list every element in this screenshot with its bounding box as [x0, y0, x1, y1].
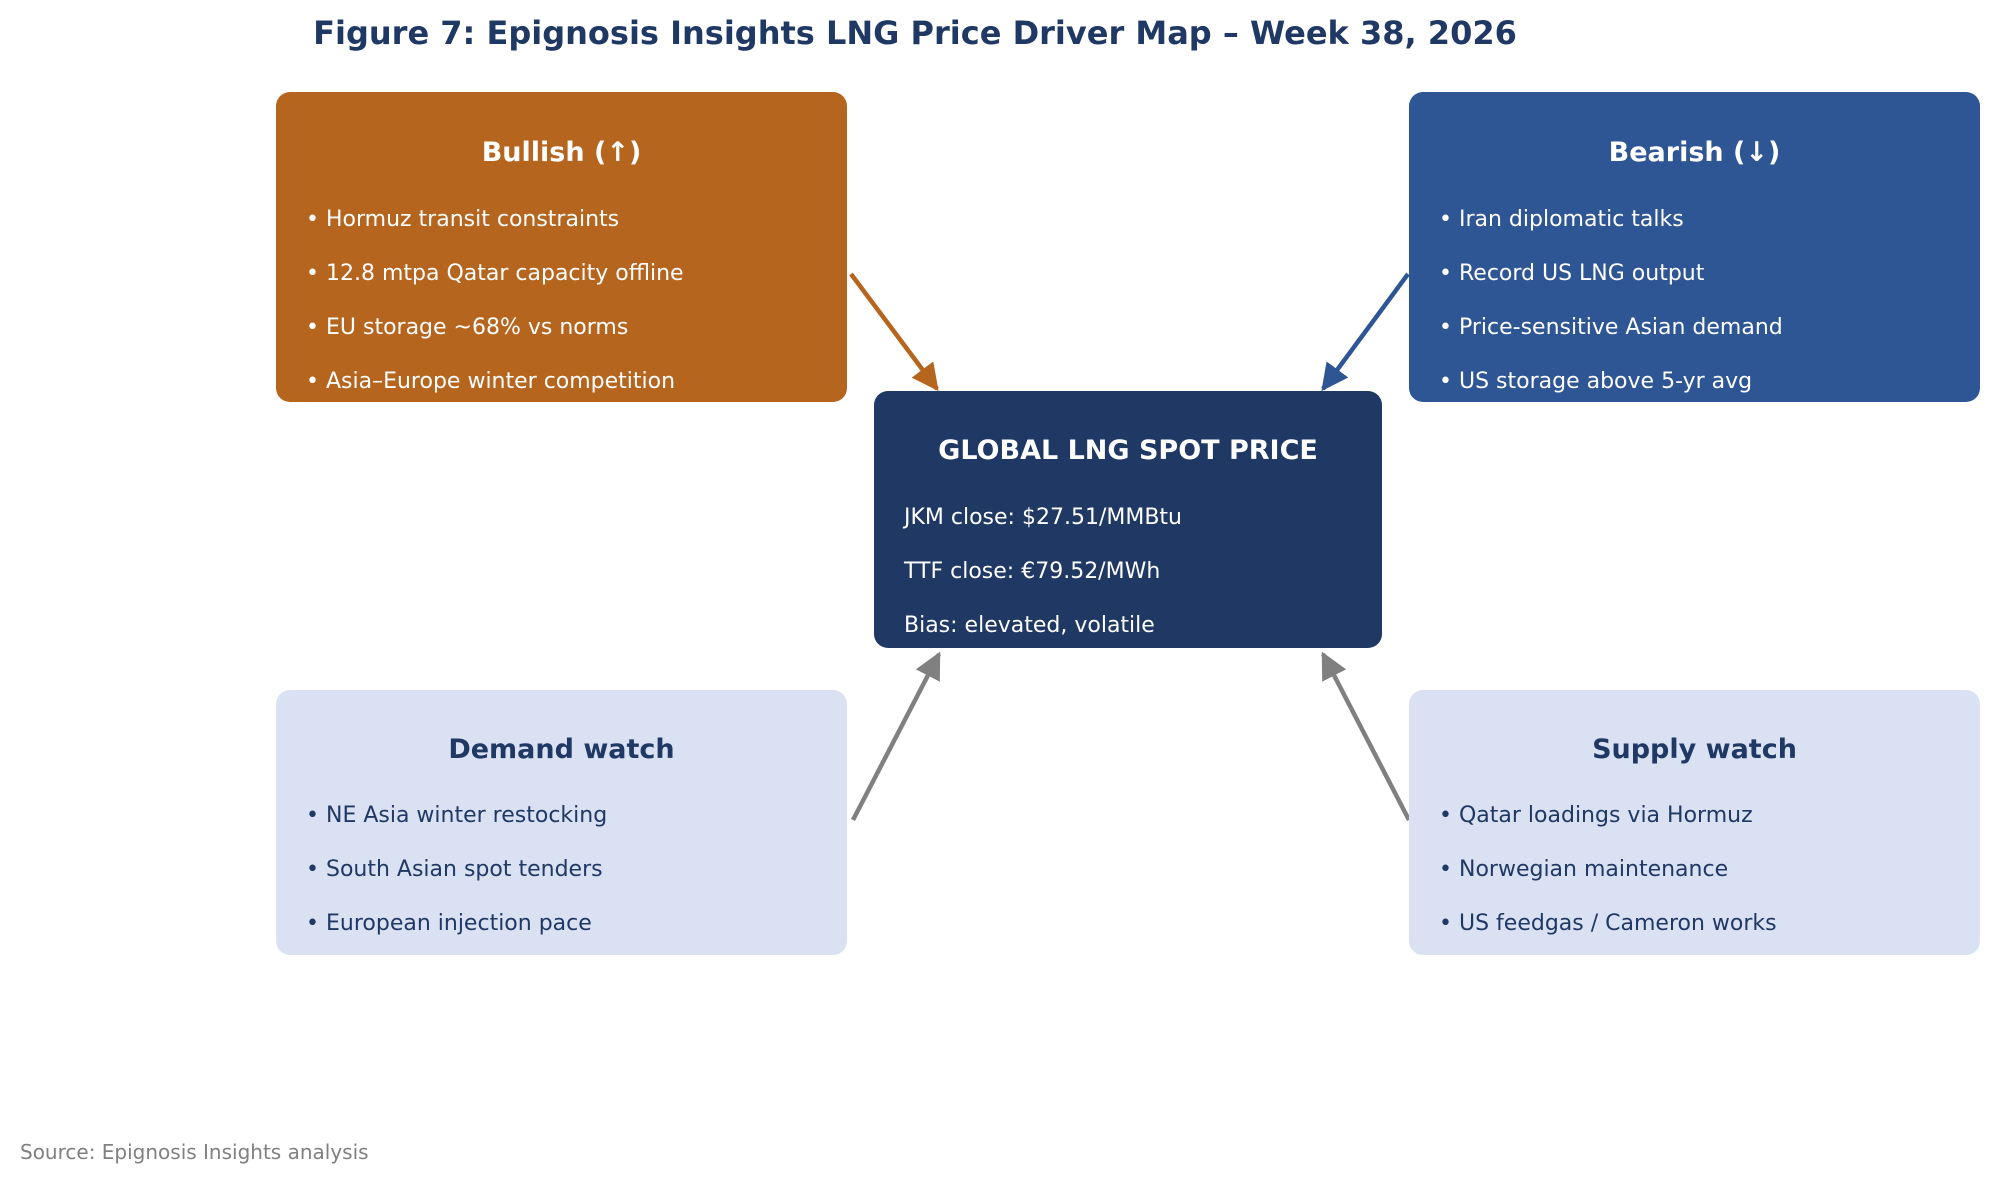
list-item: NE Asia winter restocking: [306, 789, 817, 843]
bearish-title: Bearish (↓): [1608, 137, 1781, 168]
source-note: Source: Epignosis Insights analysis: [20, 1140, 369, 1164]
list-item: US feedgas / Cameron works: [1439, 897, 1950, 951]
supply-watch-box: Supply watch Qatar loadings via Hormuz N…: [1409, 690, 1980, 955]
demand-watch-box: Demand watch NE Asia winter restocking S…: [276, 690, 847, 955]
list-item: South Asian spot tenders: [306, 843, 817, 897]
demand-list: NE Asia winter restocking South Asian sp…: [306, 789, 817, 951]
global-price-box: GLOBAL LNG SPOT PRICE JKM close: $27.51/…: [874, 391, 1382, 648]
list-item: Record US LNG output: [1439, 247, 1950, 301]
ttf-close: TTF close: €79.52/MWh: [904, 559, 1161, 584]
supply-list: Qatar loadings via Hormuz Norwegian main…: [1439, 789, 1950, 951]
list-item: Hormuz transit constraints: [306, 193, 817, 247]
figure-title: Figure 7: Epignosis Insights LNG Price D…: [313, 14, 1517, 52]
bullish-arrow: [849, 272, 939, 392]
list-item: EU storage ~68% vs norms: [306, 301, 817, 355]
list-item: Price-sensitive Asian demand: [1439, 301, 1950, 355]
global-price-title: GLOBAL LNG SPOT PRICE: [938, 435, 1318, 466]
bullish-drivers-box: Bullish (↑) Hormuz transit constraints 1…: [276, 92, 847, 402]
list-item: Asia–Europe winter competition: [306, 355, 817, 409]
bullish-title: Bullish (↑): [481, 137, 642, 168]
bearish-list: Iran diplomatic talks Record US LNG outp…: [1439, 193, 1950, 409]
list-item: US storage above 5-yr avg: [1439, 355, 1950, 409]
bearish-arrow: [1321, 272, 1410, 392]
demand-arrow: [851, 651, 941, 822]
supply-arrow: [1321, 651, 1411, 822]
list-item: European injection pace: [306, 897, 817, 951]
bearish-drivers-box: Bearish (↓) Iran diplomatic talks Record…: [1409, 92, 1980, 402]
list-item: Norwegian maintenance: [1439, 843, 1950, 897]
list-item: Qatar loadings via Hormuz: [1439, 789, 1950, 843]
price-bias: Bias: elevated, volatile: [904, 613, 1155, 638]
list-item: 12.8 mtpa Qatar capacity offline: [306, 247, 817, 301]
list-item: Iran diplomatic talks: [1439, 193, 1950, 247]
bullish-list: Hormuz transit constraints 12.8 mtpa Qat…: [306, 193, 817, 409]
jkm-close: JKM close: $27.51/MMBtu: [904, 505, 1182, 530]
price-list: JKM close: $27.51/MMBtu TTF close: €79.5…: [904, 491, 1352, 653]
demand-watch-title: Demand watch: [448, 734, 675, 765]
supply-watch-title: Supply watch: [1592, 734, 1797, 765]
